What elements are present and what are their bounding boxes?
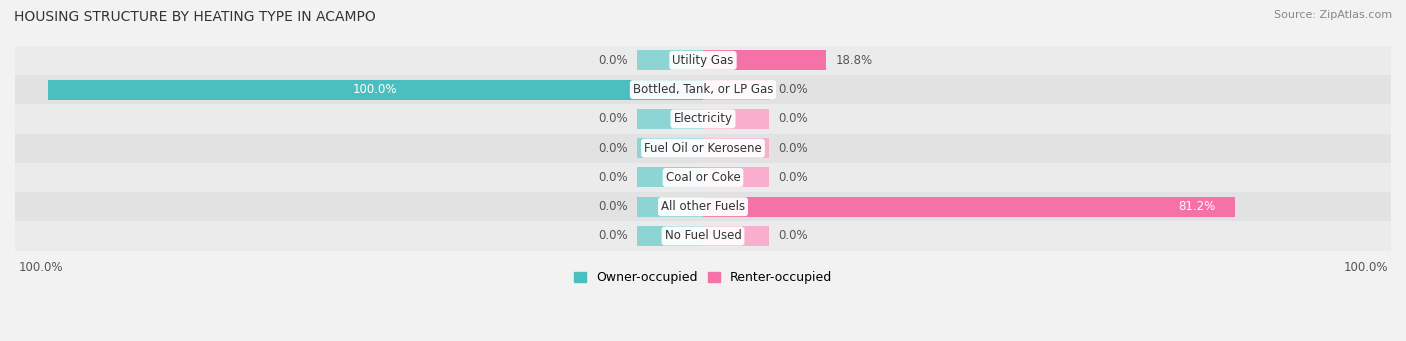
Bar (703, 167, 769, 188)
Text: 100.0%: 100.0% (18, 261, 63, 274)
Bar (703, 50, 827, 70)
Text: Electricity: Electricity (673, 113, 733, 125)
Text: Utility Gas: Utility Gas (672, 54, 734, 67)
Text: 100.0%: 100.0% (353, 83, 398, 96)
Text: 100.0%: 100.0% (1343, 261, 1388, 274)
Text: 0.0%: 0.0% (779, 83, 808, 96)
Text: 0.0%: 0.0% (779, 229, 808, 242)
Bar (637, 50, 703, 70)
Bar (637, 226, 703, 246)
Bar (15, 221, 1391, 251)
Bar (703, 109, 769, 129)
Legend: Owner-occupied, Renter-occupied: Owner-occupied, Renter-occupied (568, 266, 838, 290)
Bar (15, 192, 1391, 221)
Bar (15, 134, 1391, 163)
Bar (637, 109, 703, 129)
Text: Coal or Coke: Coal or Coke (665, 171, 741, 184)
Text: 0.0%: 0.0% (779, 142, 808, 155)
Bar (703, 197, 1234, 217)
Bar (15, 104, 1391, 134)
Bar (703, 138, 769, 158)
Text: 0.0%: 0.0% (598, 171, 627, 184)
Text: 81.2%: 81.2% (1178, 200, 1215, 213)
Text: HOUSING STRUCTURE BY HEATING TYPE IN ACAMPO: HOUSING STRUCTURE BY HEATING TYPE IN ACA… (14, 10, 375, 24)
Text: 0.0%: 0.0% (779, 113, 808, 125)
Text: 0.0%: 0.0% (598, 54, 627, 67)
Text: 0.0%: 0.0% (598, 142, 627, 155)
Bar (15, 163, 1391, 192)
Text: 0.0%: 0.0% (598, 229, 627, 242)
Text: Fuel Oil or Kerosene: Fuel Oil or Kerosene (644, 142, 762, 155)
Bar (637, 138, 703, 158)
Bar (15, 46, 1391, 75)
Text: Source: ZipAtlas.com: Source: ZipAtlas.com (1274, 10, 1392, 20)
Text: All other Fuels: All other Fuels (661, 200, 745, 213)
Bar (637, 197, 703, 217)
Text: 0.0%: 0.0% (779, 171, 808, 184)
Text: 0.0%: 0.0% (598, 113, 627, 125)
Bar (637, 167, 703, 188)
Bar (703, 226, 769, 246)
Text: No Fuel Used: No Fuel Used (665, 229, 741, 242)
Bar (703, 80, 769, 100)
Text: 0.0%: 0.0% (598, 200, 627, 213)
Text: 18.8%: 18.8% (837, 54, 873, 67)
Text: Bottled, Tank, or LP Gas: Bottled, Tank, or LP Gas (633, 83, 773, 96)
Bar (48, 80, 703, 100)
Bar (15, 75, 1391, 104)
